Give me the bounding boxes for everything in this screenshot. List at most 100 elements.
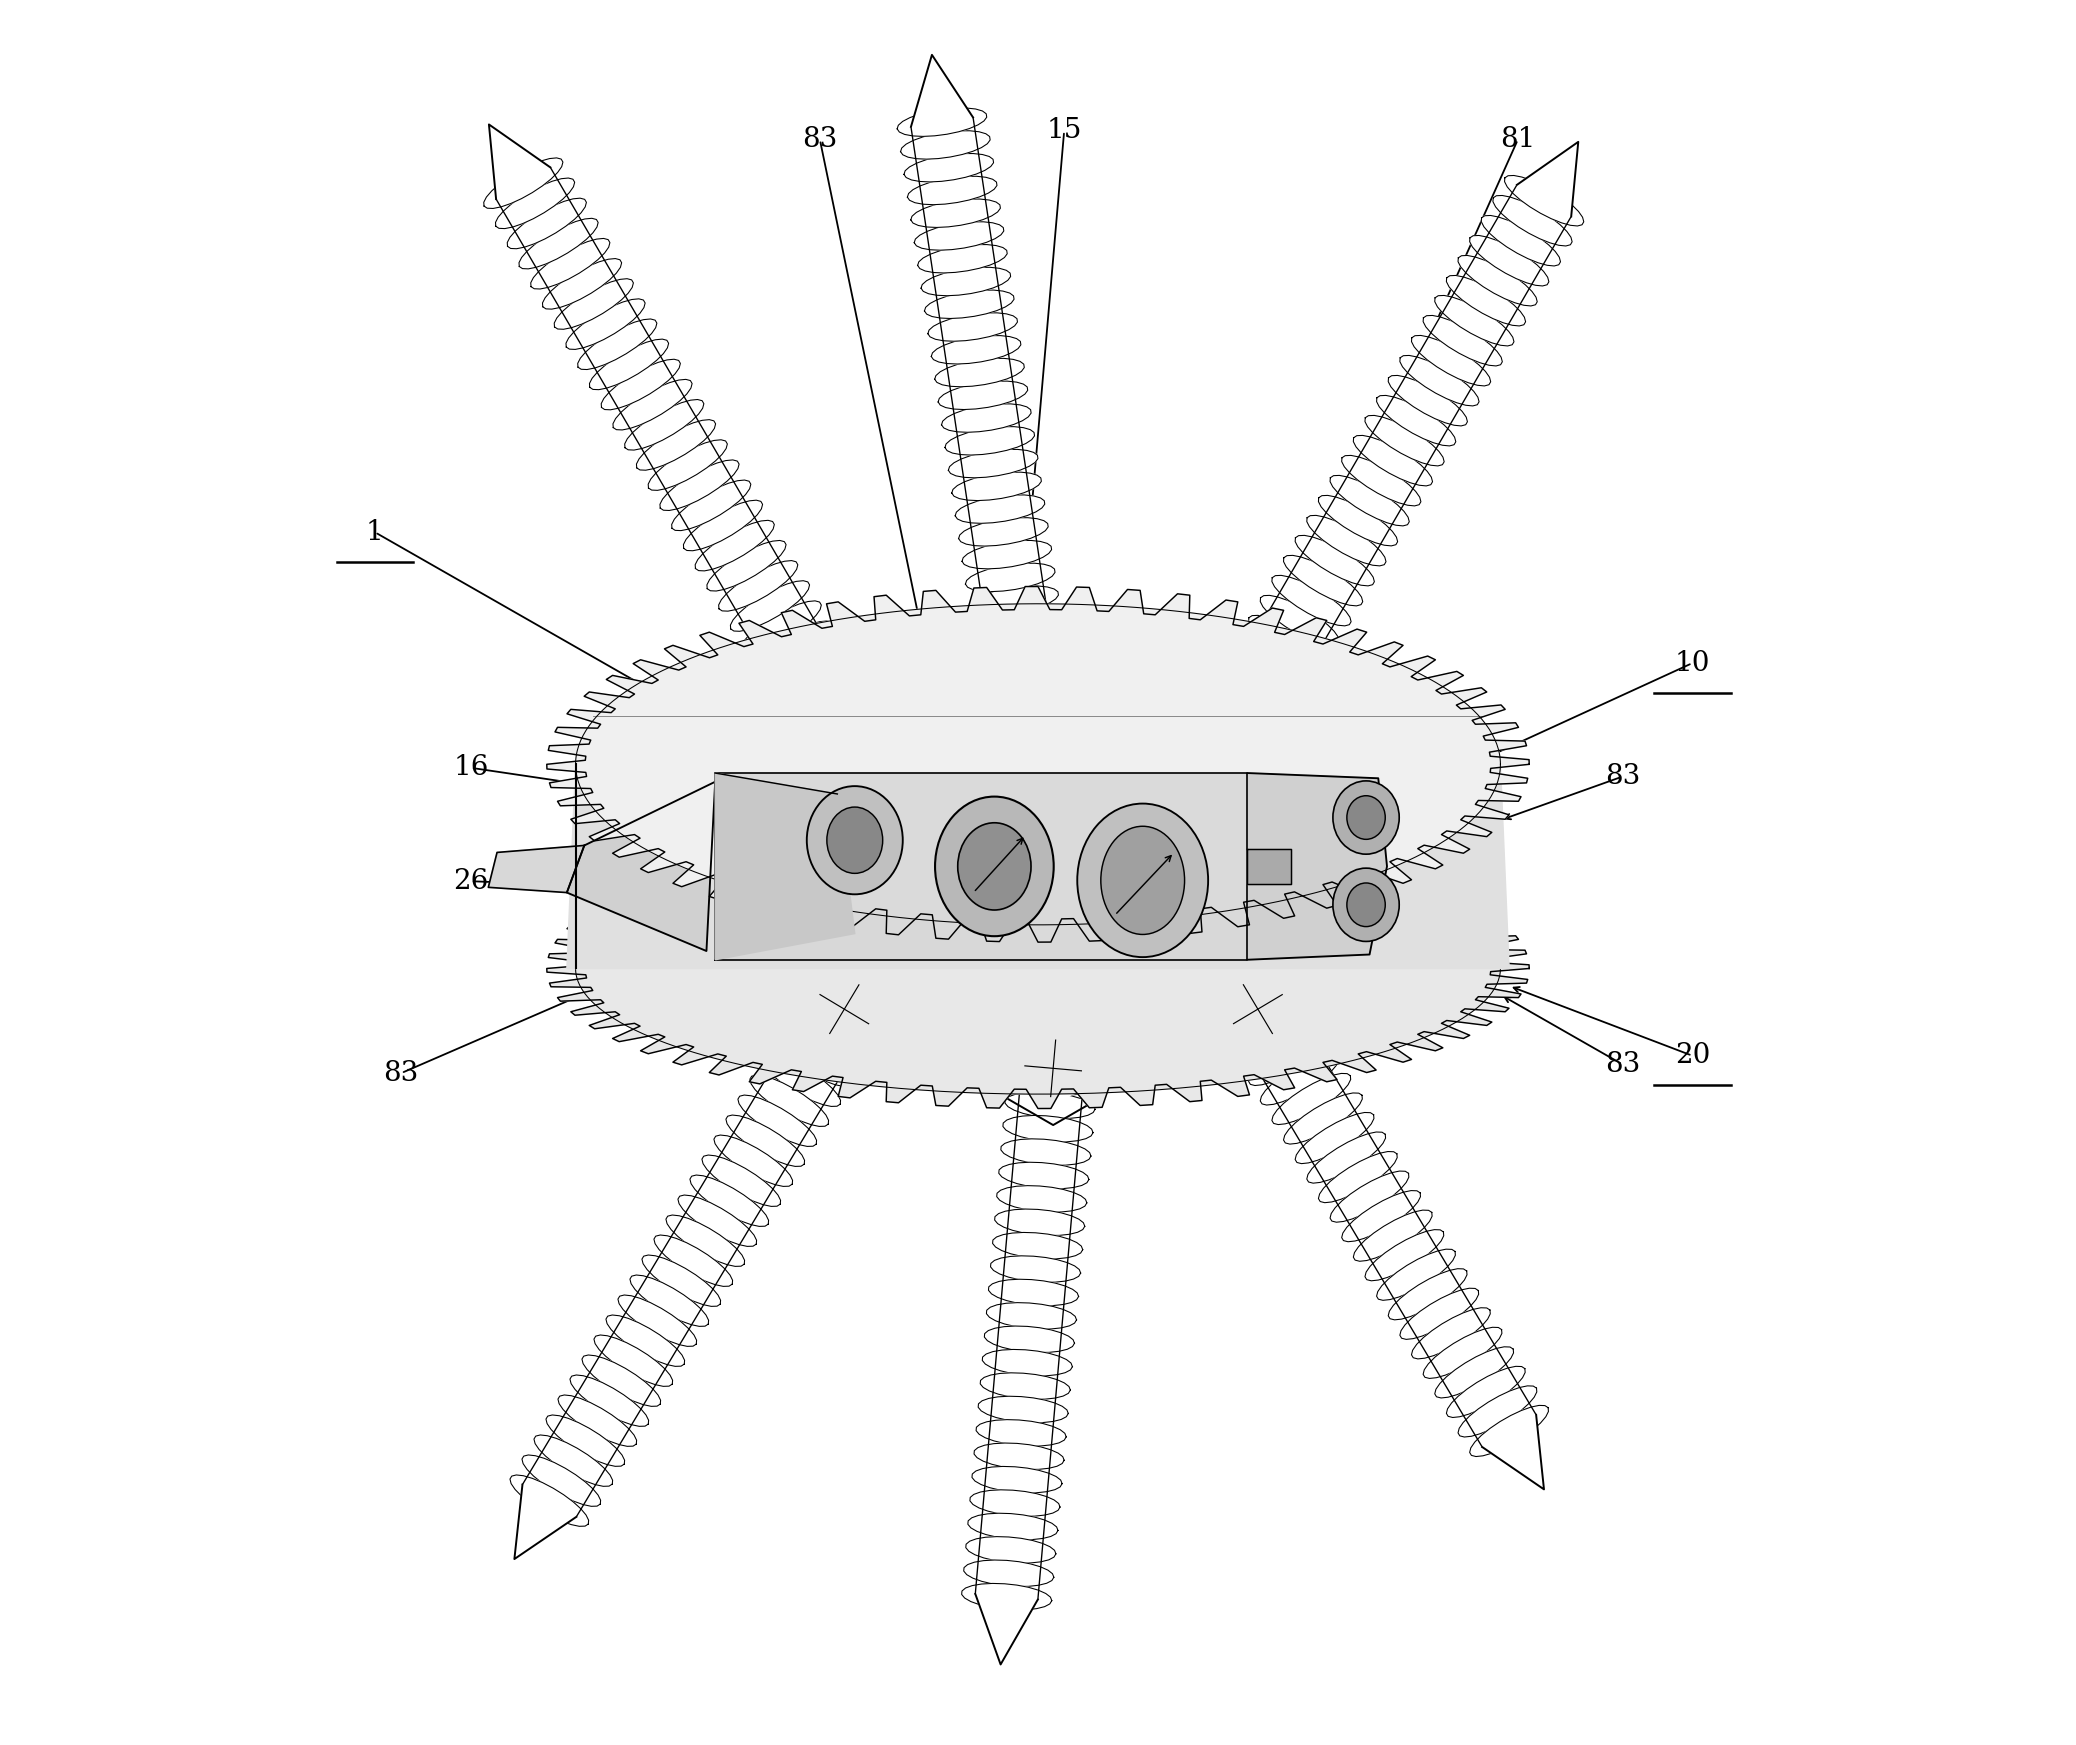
Polygon shape <box>996 1185 1088 1213</box>
Polygon shape <box>766 640 845 691</box>
Polygon shape <box>897 108 986 136</box>
Polygon shape <box>1283 555 1362 606</box>
Polygon shape <box>1019 1035 1088 1103</box>
Polygon shape <box>911 199 1001 227</box>
Polygon shape <box>918 244 1007 272</box>
Polygon shape <box>959 518 1048 546</box>
Polygon shape <box>1341 1190 1420 1242</box>
Text: 1: 1 <box>365 518 384 546</box>
Polygon shape <box>1376 396 1455 447</box>
Polygon shape <box>801 684 870 752</box>
Polygon shape <box>754 621 832 672</box>
Polygon shape <box>581 1354 660 1406</box>
Ellipse shape <box>1333 867 1399 942</box>
Polygon shape <box>1354 1209 1432 1262</box>
Polygon shape <box>1412 1307 1491 1359</box>
Polygon shape <box>911 117 1053 651</box>
Polygon shape <box>731 581 810 632</box>
Polygon shape <box>969 586 1059 614</box>
Polygon shape <box>969 1490 1061 1516</box>
Polygon shape <box>523 1005 864 1516</box>
Polygon shape <box>567 764 1509 968</box>
Polygon shape <box>988 1279 1080 1305</box>
Polygon shape <box>689 1174 768 1227</box>
Polygon shape <box>641 1255 720 1307</box>
Polygon shape <box>673 480 752 530</box>
Polygon shape <box>567 298 646 349</box>
Polygon shape <box>1306 1133 1385 1183</box>
Polygon shape <box>695 520 774 571</box>
Polygon shape <box>928 312 1017 342</box>
Polygon shape <box>577 319 656 370</box>
Polygon shape <box>982 1349 1073 1375</box>
Text: 16: 16 <box>453 754 488 782</box>
Polygon shape <box>590 339 668 389</box>
Polygon shape <box>1248 1035 1327 1085</box>
Polygon shape <box>519 218 598 269</box>
Polygon shape <box>1447 276 1526 326</box>
Polygon shape <box>546 829 1530 1108</box>
Text: 83: 83 <box>384 1059 419 1087</box>
Polygon shape <box>708 541 787 592</box>
Polygon shape <box>660 461 739 511</box>
Polygon shape <box>1389 1269 1468 1319</box>
Polygon shape <box>1260 595 1339 646</box>
Polygon shape <box>683 501 762 551</box>
Polygon shape <box>558 1394 637 1447</box>
Polygon shape <box>1273 1073 1351 1124</box>
Polygon shape <box>1248 616 1329 667</box>
Polygon shape <box>484 157 563 208</box>
Polygon shape <box>1331 1171 1410 1221</box>
Polygon shape <box>1273 576 1351 626</box>
Polygon shape <box>1225 656 1304 705</box>
Polygon shape <box>967 1513 1059 1539</box>
Text: 26: 26 <box>453 867 488 895</box>
Polygon shape <box>932 335 1021 365</box>
Polygon shape <box>1364 415 1445 466</box>
Polygon shape <box>1457 255 1536 305</box>
Polygon shape <box>1518 141 1578 216</box>
Text: 81: 81 <box>1501 126 1536 154</box>
Polygon shape <box>575 843 1501 1094</box>
Polygon shape <box>1470 1405 1549 1457</box>
Polygon shape <box>490 124 550 199</box>
Polygon shape <box>546 1415 625 1466</box>
Ellipse shape <box>1077 803 1208 956</box>
Polygon shape <box>1399 356 1478 407</box>
Polygon shape <box>1354 436 1432 485</box>
Text: 83: 83 <box>1605 763 1640 790</box>
Ellipse shape <box>1100 827 1185 935</box>
Polygon shape <box>1005 1092 1096 1119</box>
Polygon shape <box>976 632 1065 660</box>
Polygon shape <box>521 1455 600 1506</box>
Polygon shape <box>1341 455 1420 506</box>
Polygon shape <box>1237 1016 1316 1066</box>
Polygon shape <box>1295 536 1374 586</box>
Polygon shape <box>606 1316 685 1366</box>
Polygon shape <box>1376 1249 1455 1300</box>
Polygon shape <box>666 1215 745 1267</box>
Polygon shape <box>714 773 1248 960</box>
Polygon shape <box>1001 1139 1092 1166</box>
Polygon shape <box>976 1420 1067 1447</box>
Polygon shape <box>1318 1152 1397 1202</box>
Polygon shape <box>986 1302 1077 1330</box>
Polygon shape <box>913 222 1005 250</box>
Polygon shape <box>575 604 1501 925</box>
Text: 25: 25 <box>1003 1557 1038 1584</box>
Polygon shape <box>507 199 585 250</box>
Polygon shape <box>637 419 716 469</box>
Polygon shape <box>938 380 1028 410</box>
Polygon shape <box>1435 1347 1513 1398</box>
Ellipse shape <box>1347 796 1385 839</box>
Polygon shape <box>774 1035 853 1087</box>
Polygon shape <box>625 400 704 450</box>
Polygon shape <box>911 54 974 127</box>
Polygon shape <box>990 1256 1082 1283</box>
Polygon shape <box>980 1373 1071 1399</box>
Polygon shape <box>679 1195 756 1246</box>
Polygon shape <box>714 1134 793 1187</box>
Polygon shape <box>762 1056 841 1106</box>
Ellipse shape <box>826 806 882 872</box>
Polygon shape <box>789 681 868 731</box>
